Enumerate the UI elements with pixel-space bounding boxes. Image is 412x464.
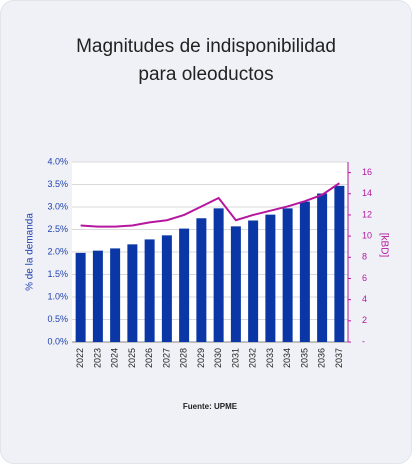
bar	[75, 252, 86, 342]
source: Fuente: UPME	[183, 402, 238, 411]
y-tick-label: 3.0%	[47, 201, 68, 211]
y-tick-label: 4.0%	[47, 156, 68, 166]
y2-tick-label: 8	[362, 252, 367, 262]
y-tick-label: 1.5%	[47, 269, 68, 279]
bar	[110, 248, 121, 342]
y2-tick-label: 6	[362, 273, 367, 283]
bar	[127, 244, 138, 342]
x-tick-label: 2032	[248, 348, 258, 368]
x-tick-label: 2023	[92, 348, 102, 368]
y-axis-label: % de la demanda	[25, 213, 36, 291]
y-tick-label: 0.0%	[47, 336, 68, 346]
bar	[92, 250, 103, 342]
bar	[317, 193, 328, 342]
bar	[213, 208, 224, 342]
y2-tick-label: 12	[362, 209, 372, 219]
y2-axis-label: [kBD]	[378, 233, 389, 258]
x-tick-label: 2027	[161, 348, 171, 368]
x-tick-label: 2026	[144, 348, 154, 368]
y2-tick-label: 14	[362, 188, 372, 198]
bar	[299, 201, 310, 342]
x-tick-label: 2025	[127, 348, 137, 368]
bar	[144, 239, 155, 342]
y2-tick-label: 4	[362, 294, 367, 304]
bar	[248, 220, 259, 342]
x-tick-label: 2037	[334, 348, 344, 368]
x-tick-label: 2028	[179, 348, 189, 368]
y2-tick-label: -	[362, 336, 365, 346]
line	[80, 182, 340, 228]
y-tick-label: 1.0%	[47, 291, 68, 301]
y-tick-label: 2.0%	[47, 246, 68, 256]
x-tick-label: 2024	[110, 348, 120, 368]
x-tick-label: 2022	[75, 348, 85, 368]
bar	[196, 218, 207, 342]
bar	[230, 226, 241, 342]
y-tick-label: 3.5%	[47, 179, 68, 189]
y-tick-label: 0.5%	[47, 314, 68, 324]
y2-tick-label: 10	[362, 230, 372, 240]
x-tick-label: 2034	[282, 348, 292, 368]
x-tick-label: 2036	[317, 348, 327, 368]
bar	[179, 228, 190, 342]
y-tick-label: 2.5%	[47, 224, 68, 234]
chart-title: Magnitudes de indisponibilidad para oleod…	[76, 36, 336, 85]
y2-tick-label: 16	[362, 167, 372, 177]
bar	[334, 185, 345, 342]
x-tick-label: 2035	[299, 348, 309, 368]
x-tick-label: 2029	[196, 348, 206, 368]
x-tick-label: 2033	[265, 348, 275, 368]
bar	[161, 235, 172, 342]
bar	[265, 214, 276, 342]
y2-tick-label: 2	[362, 315, 367, 325]
x-tick-label: 2031	[230, 348, 240, 368]
bar	[282, 208, 293, 342]
x-tick-label: 2030	[213, 348, 223, 368]
